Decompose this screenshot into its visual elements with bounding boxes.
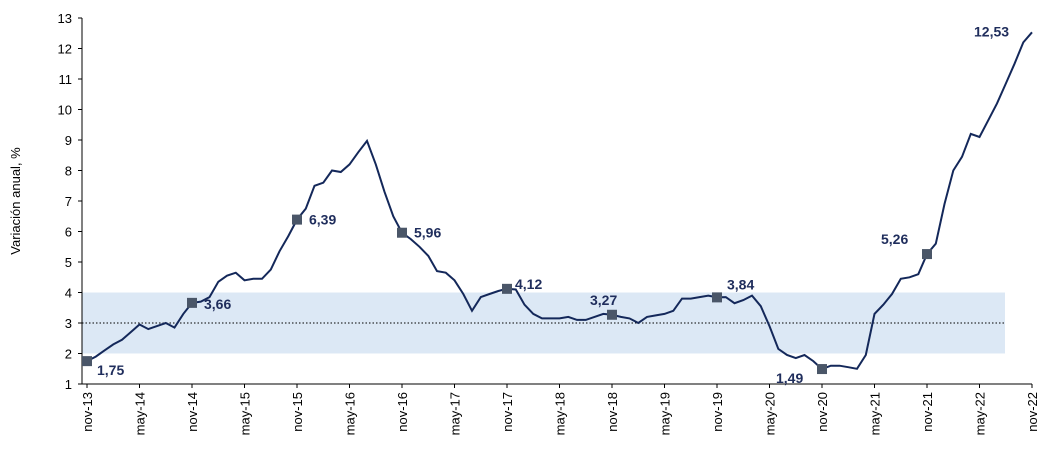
point-marker: [607, 309, 617, 320]
x-tick-label: nov-22: [1025, 392, 1037, 432]
y-tick-label: 8: [65, 164, 72, 179]
point-marker: [397, 227, 407, 238]
x-tick-label: may-16: [343, 392, 358, 435]
x-tick-label: may-22: [973, 392, 988, 435]
target-band: [82, 292, 1005, 354]
x-tick-label: may-18: [553, 392, 568, 435]
x-tick-label: may-14: [133, 392, 148, 435]
value-label: 3,84: [727, 276, 754, 292]
point-marker: [292, 214, 302, 225]
x-tick-label: nov-18: [605, 392, 620, 432]
y-tick-label: 12: [58, 42, 72, 57]
x-tick-label: nov-19: [710, 392, 725, 432]
line: [86, 31, 1033, 371]
x-tick-label: may-20: [763, 392, 778, 435]
x-tick-label: nov-13: [80, 392, 95, 432]
y-tick-label: 6: [65, 225, 72, 240]
point-marker: [502, 283, 512, 294]
point-marker: [922, 249, 932, 260]
value-label: 1,75: [97, 362, 124, 378]
y-tick-label: 13: [58, 11, 72, 26]
x-tick-label: may-15: [238, 392, 253, 435]
point-marker: [712, 292, 722, 303]
point-marker: [187, 297, 197, 308]
x-tick-label: may-17: [448, 392, 463, 435]
x-tick-label: nov-16: [395, 392, 410, 432]
x-tick-label: nov-15: [290, 392, 305, 432]
y-tick-label: 1: [65, 377, 72, 392]
x-tick-label: may-19: [658, 392, 673, 435]
y-tick-label: 2: [65, 347, 72, 362]
y-tick-label: 5: [65, 255, 72, 270]
y-tick-label: 3: [65, 316, 72, 331]
value-label: 6,39: [309, 212, 336, 228]
point-marker: [817, 364, 827, 375]
y-tick-label: 4: [65, 286, 72, 301]
y-tick-label: 10: [58, 103, 72, 118]
value-label: 4,12: [515, 276, 542, 292]
x-tick-label: nov-14: [185, 392, 200, 432]
y-axis-label: Variación anual, %: [8, 147, 23, 255]
x-tick-label: nov-20: [815, 392, 830, 432]
x-tick-label: nov-21: [920, 392, 935, 432]
value-label: 5,26: [881, 231, 908, 247]
value-label: 12,53: [974, 23, 1009, 39]
y-tick-label: 9: [65, 133, 72, 148]
value-label: 3,27: [590, 292, 617, 308]
x-tick-label: nov-17: [500, 392, 515, 432]
y-tick-label: 7: [65, 194, 72, 209]
value-label: 5,96: [414, 225, 441, 241]
value-label: 3,66: [204, 296, 231, 312]
x-tick-label: may-21: [868, 392, 883, 435]
point-marker: [82, 356, 92, 367]
y-tick-label: 11: [59, 72, 73, 87]
value-label: 1,49: [776, 370, 803, 386]
